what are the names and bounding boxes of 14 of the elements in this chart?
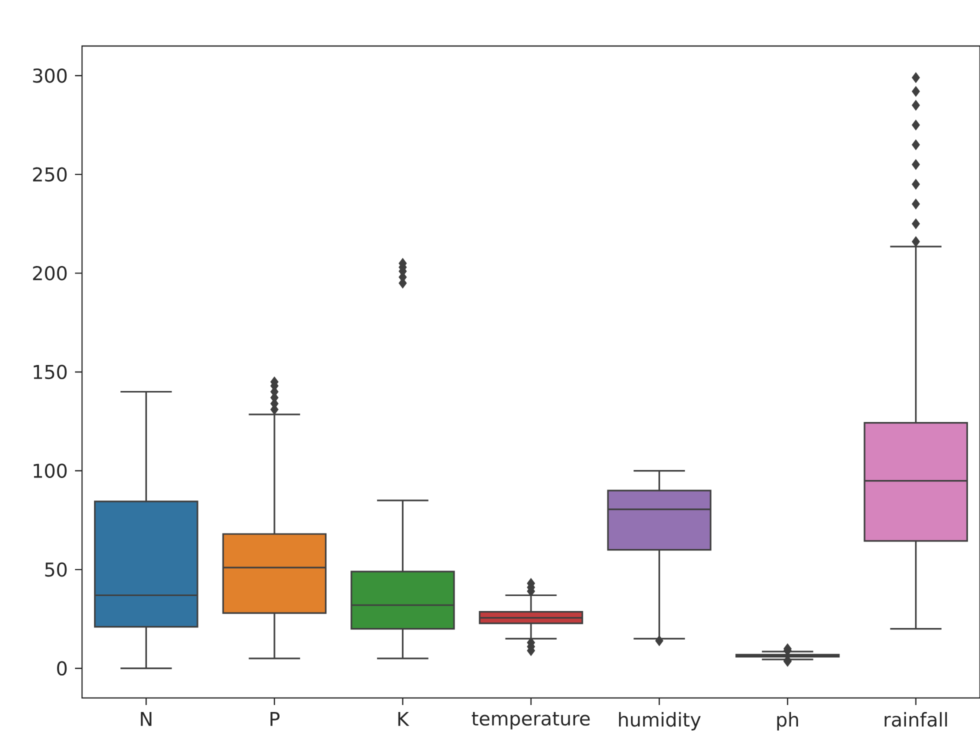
x-tick-label: ph	[777, 712, 798, 730]
x-tick-label: rainfall	[884, 712, 947, 727]
y-tick-label: 300	[33, 68, 67, 83]
x-tick-label: temperature	[472, 712, 590, 730]
y-tick-label: 50	[45, 562, 67, 577]
y-tick-label: 100	[34, 464, 67, 478]
x-tick-label: P	[270, 712, 280, 726]
y-tick-label: 150	[34, 364, 67, 380]
y-tick-label: 250	[33, 167, 67, 182]
y-tick-label: 0	[57, 661, 67, 676]
x-tick-label: K	[398, 712, 410, 726]
x-tick-label: humidity	[619, 712, 701, 730]
x-tick-label: N	[140, 712, 152, 726]
y-tick-label: 200	[33, 266, 67, 280]
